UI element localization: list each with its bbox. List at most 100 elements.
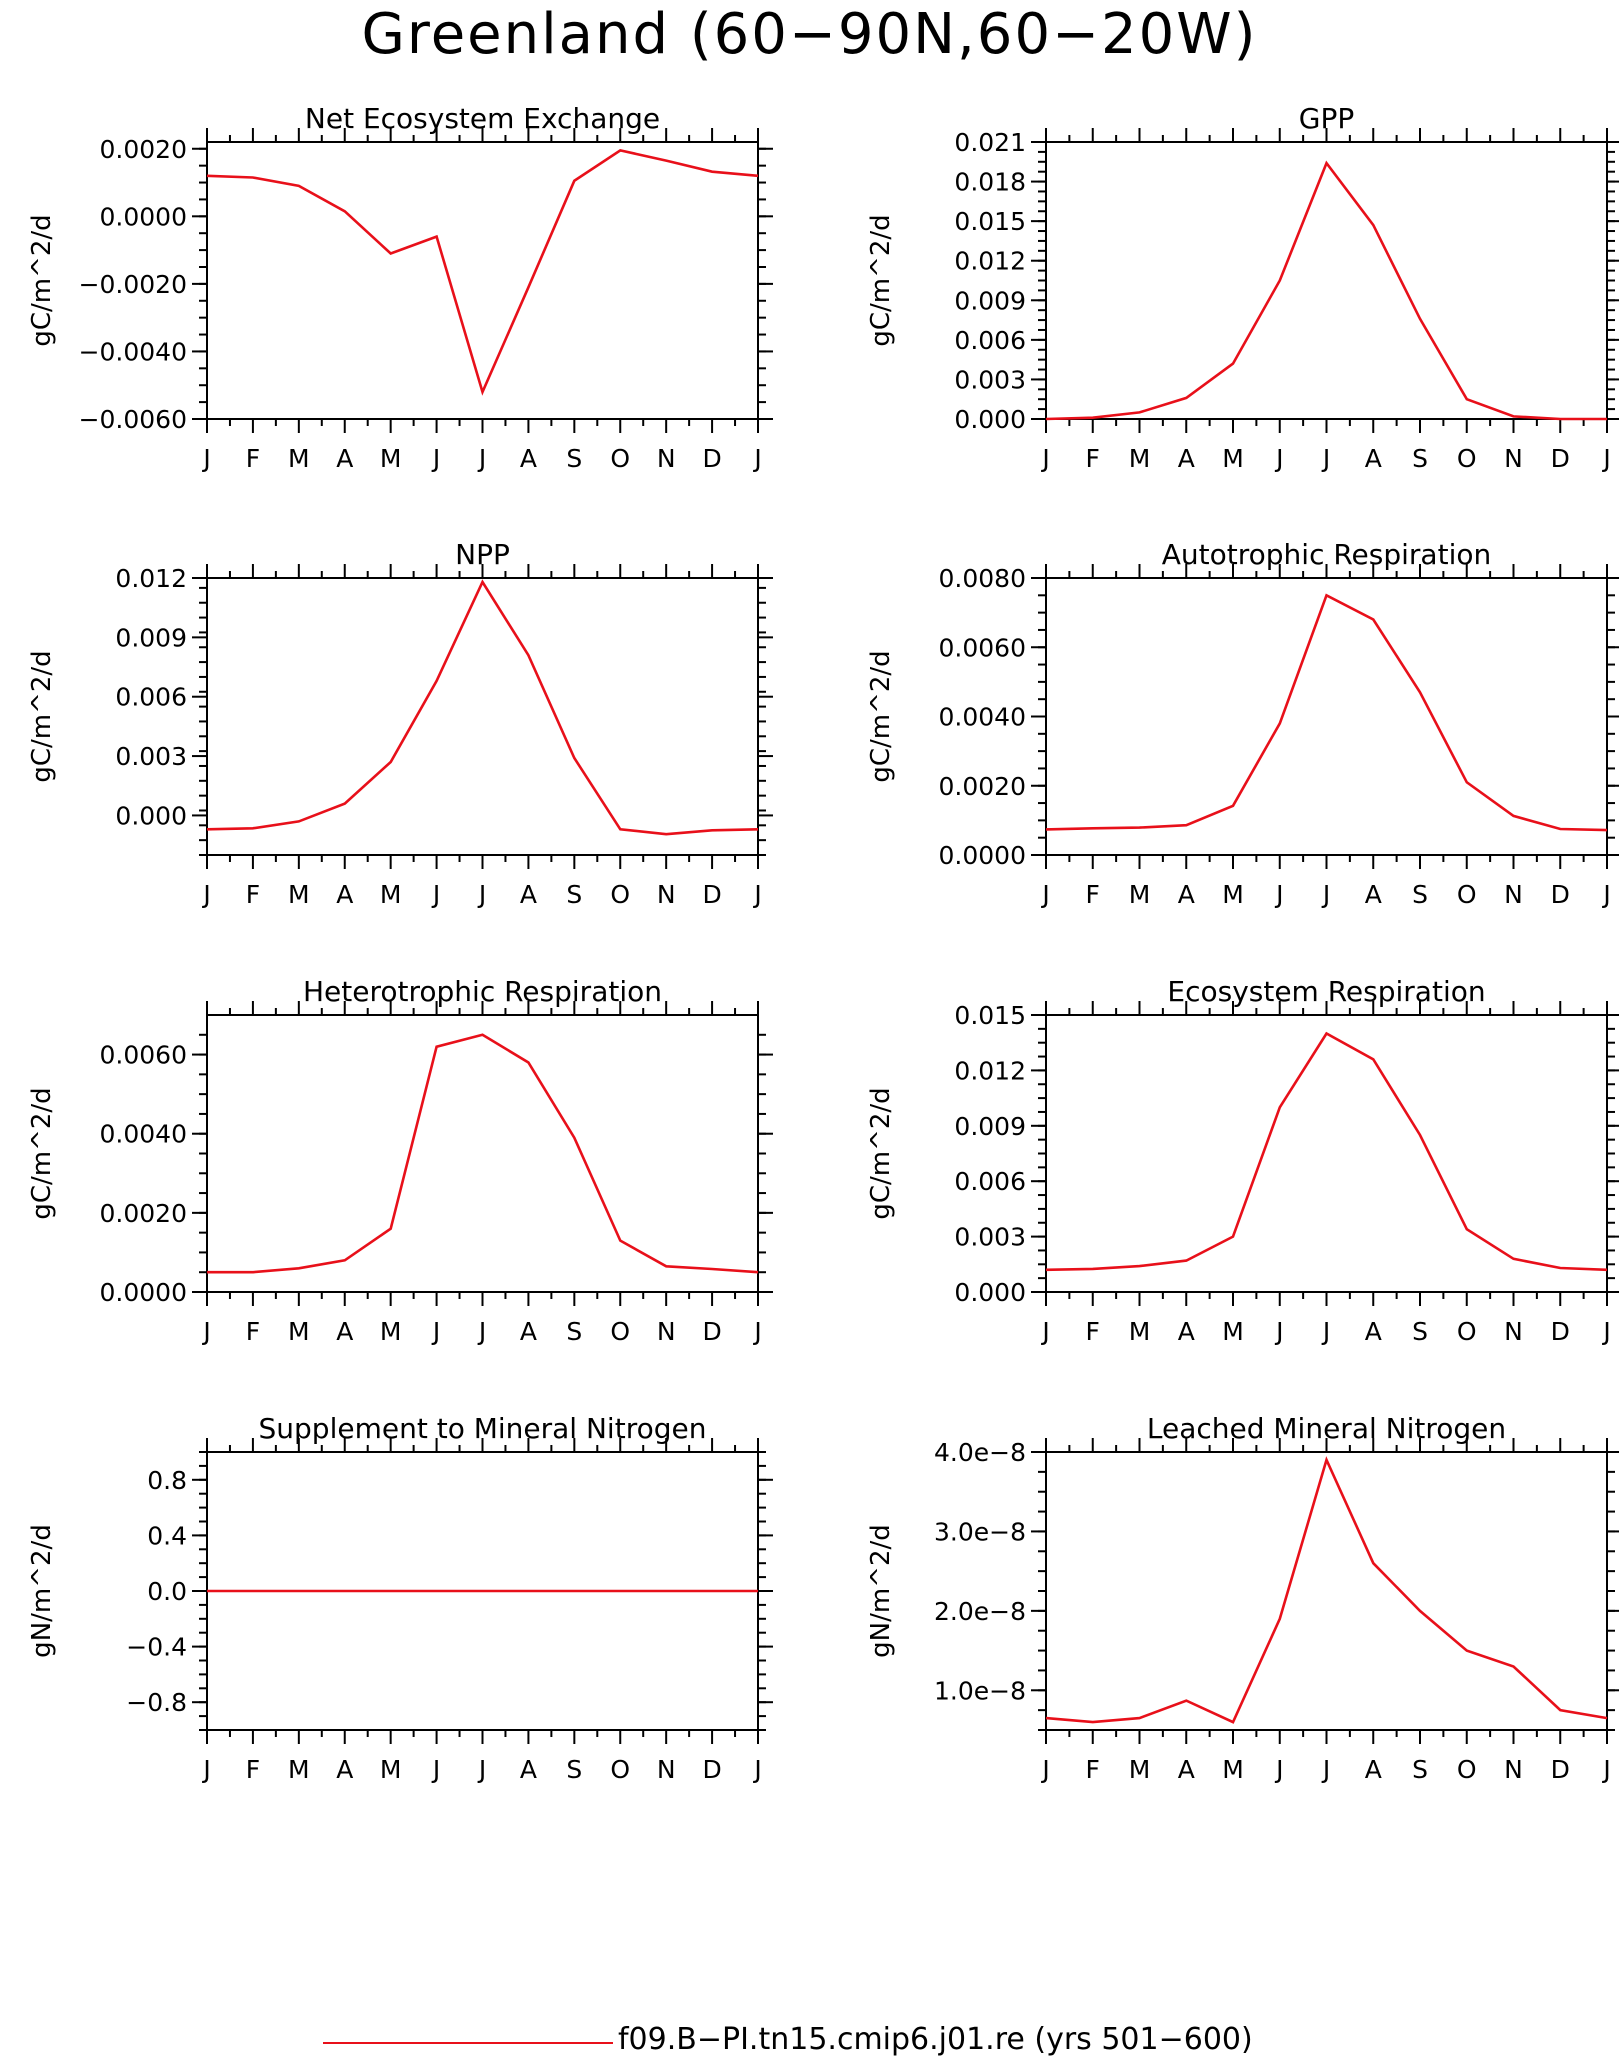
- x-tick-label: N: [657, 1755, 676, 1784]
- plot-frame: [1045, 577, 1608, 856]
- y-tick-label: 0.000: [115, 801, 187, 830]
- y-axis-label: gC/m^2/d: [27, 650, 57, 782]
- x-tick-label: J: [431, 444, 440, 473]
- x-tick-label: O: [1457, 1755, 1477, 1784]
- y-axis-label: gC/m^2/d: [866, 1087, 896, 1219]
- series-line: [1045, 593, 1608, 832]
- y-axis-label: gN/m^2/d: [27, 1524, 57, 1658]
- y-tick-label: 0.0020: [100, 1199, 187, 1228]
- y-tick-label: 0.009: [954, 286, 1026, 315]
- x-tick-label: S: [566, 880, 582, 909]
- x-tick-label: M: [288, 444, 310, 473]
- y-tick-label: 0.006: [954, 326, 1026, 355]
- y-tick-label: 0.006: [115, 683, 187, 712]
- x-tick-label: J: [752, 1755, 761, 1784]
- x-tick-label: O: [610, 1317, 630, 1346]
- x-tick-label: M: [380, 880, 402, 909]
- y-tick-label: 0.003: [954, 365, 1026, 394]
- x-tick-label: M: [1129, 880, 1151, 909]
- plot-frame: [206, 1014, 759, 1293]
- x-tick-label: O: [610, 880, 630, 909]
- series-line: [206, 149, 759, 396]
- x-tick-label: J: [431, 1755, 440, 1784]
- x-tick-label: J: [1040, 1755, 1049, 1784]
- y-tick-label: 0.0: [147, 1577, 187, 1606]
- x-tick-label: N: [1504, 1317, 1523, 1346]
- series-line: [207, 1033, 759, 1274]
- x-tick-label: F: [1086, 1755, 1100, 1784]
- x-tick-label: M: [1129, 1755, 1151, 1784]
- x-tick-label: A: [1178, 444, 1195, 473]
- x-tick-label: M: [1222, 1755, 1244, 1784]
- x-tick-label: J: [1601, 444, 1610, 473]
- x-tick-label: S: [1412, 1755, 1428, 1784]
- x-tick-label: J: [1040, 880, 1049, 909]
- y-tick-label: −0.0020: [79, 270, 187, 299]
- y-tick-label: 0.000: [954, 1278, 1026, 1307]
- x-tick-label: J: [477, 1755, 486, 1784]
- x-tick-label: J: [1321, 1317, 1330, 1346]
- y-axis-label: gC/m^2/d: [866, 650, 896, 782]
- plot-frame: [206, 577, 759, 856]
- x-tick-label: F: [246, 444, 260, 473]
- x-tick-label: J: [1274, 1755, 1283, 1784]
- y-axis-label: gC/m^2/d: [27, 214, 57, 346]
- y-tick-label: 0.0080: [939, 564, 1026, 593]
- x-tick-label: J: [477, 444, 486, 473]
- y-tick-label: 0.0020: [100, 135, 187, 164]
- x-tick-label: J: [1040, 444, 1049, 473]
- x-tick-label: J: [1601, 880, 1610, 909]
- x-tick-label: M: [1222, 1317, 1244, 1346]
- plot-frame: [1045, 141, 1608, 420]
- x-tick-label: O: [610, 1755, 630, 1784]
- x-tick-label: D: [702, 1755, 721, 1784]
- y-tick-label: 2.0e−8: [934, 1597, 1026, 1626]
- y-tick-label: 0.015: [954, 1001, 1026, 1030]
- x-tick-label: J: [1274, 880, 1283, 909]
- y-tick-label: 0.0000: [100, 202, 187, 231]
- x-tick-label: A: [336, 444, 353, 473]
- x-tick-label: O: [1457, 880, 1477, 909]
- y-tick-label: 0.015: [954, 207, 1026, 236]
- y-tick-label: 4.0e−8: [934, 1438, 1026, 1467]
- y-tick-label: 0.009: [115, 623, 187, 652]
- y-tick-label: −0.4: [126, 1633, 187, 1662]
- y-tick-label: 0.003: [115, 742, 187, 771]
- x-tick-label: M: [380, 1755, 402, 1784]
- y-tick-label: −0.8: [126, 1688, 187, 1717]
- x-tick-label: O: [610, 444, 630, 473]
- y-tick-label: 0.009: [954, 1112, 1026, 1141]
- x-tick-label: N: [1504, 880, 1523, 909]
- plot-frame: [1045, 1014, 1608, 1293]
- y-tick-label: 0.0060: [939, 633, 1026, 662]
- legend-label: f09.B−PI.tn15.cmip6.j01.re (yrs 501−600): [618, 2022, 1253, 2057]
- x-tick-label: F: [246, 1317, 260, 1346]
- x-tick-label: M: [288, 1755, 310, 1784]
- x-tick-label: A: [520, 444, 537, 473]
- x-tick-label: A: [1365, 1317, 1382, 1346]
- y-axis-label: gC/m^2/d: [866, 214, 896, 346]
- x-tick-label: A: [520, 880, 537, 909]
- x-tick-label: J: [1321, 880, 1330, 909]
- x-tick-label: S: [566, 1755, 582, 1784]
- y-tick-label: 0.000: [954, 405, 1026, 434]
- x-tick-label: N: [657, 1317, 676, 1346]
- x-tick-label: M: [380, 1317, 402, 1346]
- x-tick-label: J: [1321, 444, 1330, 473]
- y-tick-label: 0.0020: [939, 772, 1026, 801]
- y-tick-label: 0.0040: [100, 1120, 187, 1149]
- x-tick-label: F: [1086, 444, 1100, 473]
- x-tick-label: M: [1129, 1317, 1151, 1346]
- y-tick-label: −0.0060: [79, 405, 187, 434]
- x-tick-label: D: [1551, 1317, 1570, 1346]
- x-tick-label: J: [201, 444, 210, 473]
- x-tick-label: S: [1412, 444, 1428, 473]
- legend-line-swatch: [323, 2042, 613, 2044]
- x-tick-label: J: [431, 1317, 440, 1346]
- x-tick-label: M: [380, 444, 402, 473]
- x-tick-label: J: [1040, 1317, 1049, 1346]
- y-tick-label: 0.018: [954, 168, 1026, 197]
- y-tick-label: −0.0040: [79, 337, 187, 366]
